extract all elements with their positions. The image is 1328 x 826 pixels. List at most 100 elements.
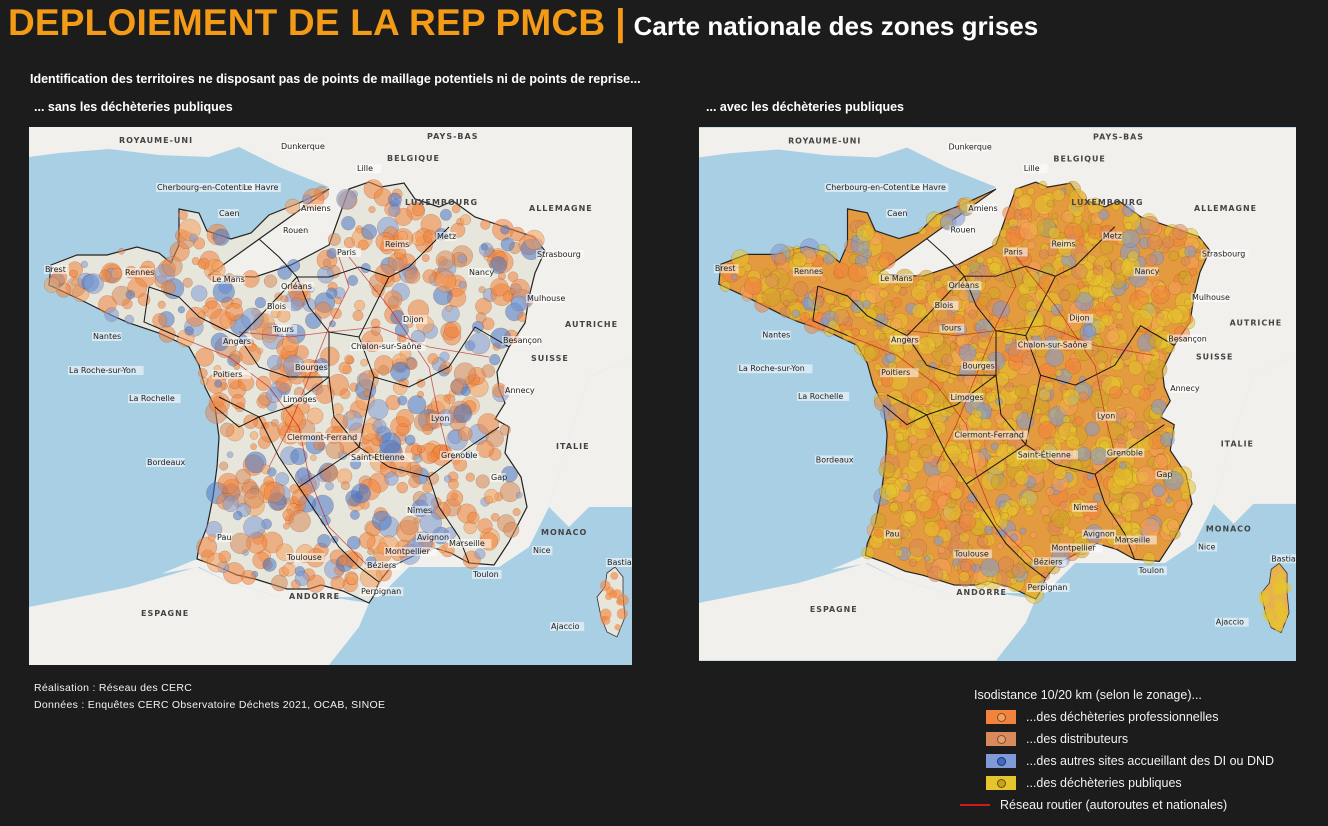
city-label-bg	[402, 315, 427, 324]
swatch-dechets-publiques	[986, 776, 1016, 790]
city-label: Avignon	[417, 533, 449, 542]
city-label-bg	[504, 386, 534, 395]
city-label: Mulhouse	[527, 294, 565, 303]
city-label: Dijon	[1069, 314, 1089, 323]
country-label: ITALIE	[556, 442, 590, 451]
city-label-bg	[713, 264, 739, 274]
city-label: Tours	[940, 324, 962, 333]
city-label-bg	[1105, 448, 1145, 458]
city-label-bg	[366, 561, 401, 570]
city-label-bg	[797, 392, 850, 401]
city-label: Bastia	[1271, 554, 1296, 563]
city-label-bg	[967, 203, 997, 213]
intro-text: Identification des territoires ne dispos…	[30, 72, 641, 86]
city-label: Angers	[223, 337, 251, 346]
city-label: Ajaccio	[551, 622, 580, 631]
city-label: Avignon	[1083, 530, 1115, 539]
city-label-bg	[490, 473, 506, 482]
city-label-bg	[606, 558, 632, 567]
city-label-bg	[1270, 554, 1296, 564]
city-label-bg	[218, 209, 239, 218]
swatch-dechets-pro	[986, 710, 1016, 724]
country-label: BELGIQUE	[1053, 154, 1105, 163]
city-label: Clermont-Ferrand	[287, 433, 357, 442]
map-svg: ROYAUME-UNI PAYS-BAS BELGIQUE LUXEMBOURG ALL…	[29, 127, 632, 665]
city-label: Lille	[1024, 164, 1040, 173]
city-label: Besançon	[1168, 335, 1206, 344]
city-label: Mulhouse	[1192, 293, 1230, 302]
map-with-public-waste-sites[interactable]: ROYAUME-UNI PAYS-BAS BELGIQUE LUXEMBOURG ALL…	[699, 127, 1296, 661]
city-label-bg	[128, 394, 181, 403]
city-label-bg	[550, 622, 585, 631]
city-label: Amiens	[968, 204, 997, 213]
city-label: Pau	[217, 533, 231, 542]
city-label: Poitiers	[213, 370, 242, 379]
legend-title: Isodistance 10/20 km (selon le zonage)..…	[974, 688, 1202, 702]
legend-item-dechets-pro: ...des déchèteries professionnelles	[986, 706, 1274, 728]
city-label-bg	[272, 325, 297, 334]
city-label: Amiens	[301, 204, 331, 213]
credits: Réalisation : Réseau des CERC Données : …	[34, 680, 385, 714]
country-label: ALLEMAGNE	[1194, 204, 1257, 213]
city-label-bg	[953, 430, 1029, 440]
city-label: Angers	[891, 336, 919, 345]
city-label: Paris	[1004, 247, 1023, 256]
city-label: Bourges	[295, 363, 328, 372]
city-label-bg	[824, 183, 923, 193]
city-label-bg	[384, 240, 409, 249]
city-label-bg	[211, 275, 246, 284]
city-label: Clermont-Ferrand	[954, 431, 1023, 440]
legend-item-road: Réseau routier (autoroutes et nationales…	[960, 794, 1274, 816]
isodistance-dots	[43, 179, 629, 631]
city-label-bg	[212, 370, 251, 379]
city-label: Le Havre	[243, 183, 279, 192]
city-label-bg	[300, 204, 330, 213]
city-label: Rennes	[794, 267, 823, 276]
road-network	[847, 256, 1155, 564]
city-label-bg	[146, 458, 185, 467]
swatch-autres-sites	[986, 754, 1016, 768]
city-label-bg	[947, 281, 982, 291]
city-label: Dijon	[403, 315, 424, 324]
city-label: La Rochelle	[129, 394, 175, 403]
city-label: Dunkerque	[281, 142, 325, 151]
city-label-bg	[502, 336, 541, 345]
country-label: AUTRICHE	[1230, 319, 1282, 328]
city-label: Bordeaux	[816, 455, 854, 464]
country-label: ESPAGNE	[810, 605, 858, 614]
city-label-bg	[92, 332, 122, 341]
city-label: Strasbourg	[537, 250, 581, 259]
city-label: Nîmes	[1073, 503, 1098, 512]
atlantic-sea	[699, 147, 997, 594]
uk-land	[699, 127, 917, 158]
country-label: PAYS-BAS	[427, 132, 478, 141]
credits-donnees: Données : Enquêtes CERC Observatoire Déc…	[34, 699, 386, 711]
city-label-bg	[886, 208, 907, 218]
city-label: Grenoble	[1107, 448, 1143, 457]
city-label-bg	[436, 232, 457, 241]
city-label: Annecy	[505, 386, 535, 395]
map-without-public-waste-sites[interactable]: ROYAUME-UNI PAYS-BAS BELGIQUE LUXEMBOURG ALL…	[29, 127, 632, 665]
city-label-bg	[216, 533, 232, 542]
spain-land	[699, 563, 1036, 661]
city-label: Besançon	[503, 336, 542, 345]
city-label: Marseille	[449, 539, 485, 548]
city-label: Nantes	[93, 332, 121, 341]
legend-item-distributeurs: ...des distributeurs	[986, 728, 1274, 750]
city-label-bg	[1137, 566, 1167, 576]
city-label-bg	[880, 368, 919, 378]
italy-land	[499, 357, 632, 567]
city-label: Brest	[715, 264, 736, 273]
subtitle: Carte nationale des zones grises	[633, 11, 1039, 41]
city-label-bg	[949, 393, 984, 402]
city-label-bg	[884, 529, 900, 539]
city-label: Metz	[437, 232, 456, 241]
city-label: Lyon	[431, 414, 449, 423]
city-label-bg	[440, 451, 479, 460]
city-label-bg	[909, 183, 949, 193]
city-label: Annecy	[1170, 384, 1200, 393]
city-label-bg	[1200, 249, 1249, 259]
city-label-bg	[1002, 247, 1028, 257]
spain-land	[29, 567, 369, 665]
country-label: LUXEMBOURG	[405, 198, 478, 207]
